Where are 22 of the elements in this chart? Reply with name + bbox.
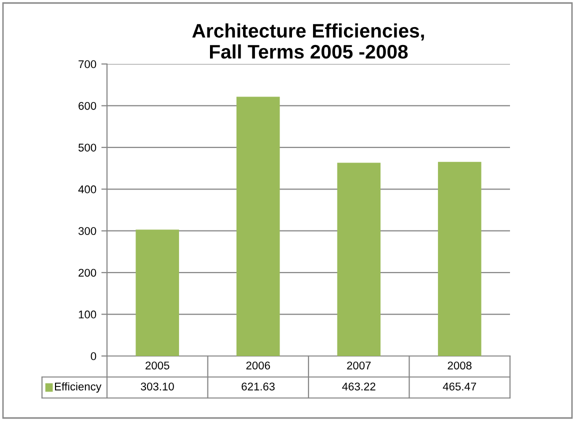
x-tick-label: 2005: [146, 362, 170, 370]
x-tick-label: 2006: [246, 362, 270, 370]
x-tick-label: 2007: [347, 362, 371, 370]
y-tick-label: 500: [78, 144, 96, 152]
y-tick-label: 300: [78, 227, 96, 235]
bar: [337, 162, 381, 356]
y-tick-label: 100: [78, 310, 96, 318]
chart-title: Architecture Efficiencies, Fall Terms 2005 -2008: [192, 23, 424, 59]
data-label: 621.63: [242, 382, 275, 390]
legend-label: Efficiency: [55, 382, 102, 393]
y-tick-label: 400: [78, 185, 96, 194]
bar: [438, 162, 482, 356]
x-tick-label: 2008: [448, 362, 472, 370]
y-tick-label: 200: [78, 268, 96, 277]
bar: [236, 96, 280, 356]
data-label: 463.22: [342, 382, 376, 390]
bar: [136, 230, 180, 356]
data-label: 465.47: [442, 382, 476, 390]
y-tick-label: 700: [78, 60, 96, 68]
data-label: 303.10: [140, 382, 174, 390]
y-tick-label: 0: [90, 352, 96, 360]
y-tick-label: 600: [78, 102, 96, 110]
